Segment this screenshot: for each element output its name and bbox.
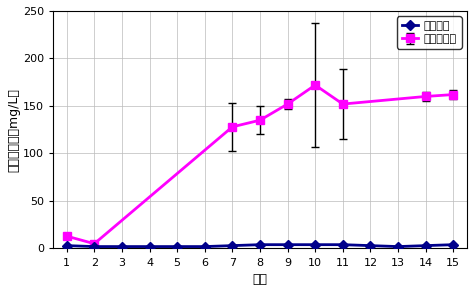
担体のみ (395, 245, 401, 248)
担体のみ (174, 245, 180, 248)
担体のみ (257, 243, 263, 246)
担体のみ (91, 245, 97, 248)
X-axis label: 日数: 日数 (253, 273, 267, 286)
担体のみ (367, 244, 373, 247)
担体のみ (450, 243, 456, 246)
担体のみ (340, 243, 346, 246)
Y-axis label: 硝酸イオン（mg/L）: 硝酸イオン（mg/L） (7, 88, 20, 172)
担体のみ (119, 245, 125, 248)
担体のみ (202, 245, 208, 248)
Legend: 担体のみ, 微生物担体: 担体のみ, 微生物担体 (397, 16, 462, 49)
Line: 担体のみ: 担体のみ (63, 241, 457, 250)
担体のみ (64, 244, 70, 247)
担体のみ (285, 243, 291, 246)
担体のみ (423, 244, 428, 247)
担体のみ (146, 245, 152, 248)
担体のみ (229, 244, 235, 247)
担体のみ (312, 243, 318, 246)
